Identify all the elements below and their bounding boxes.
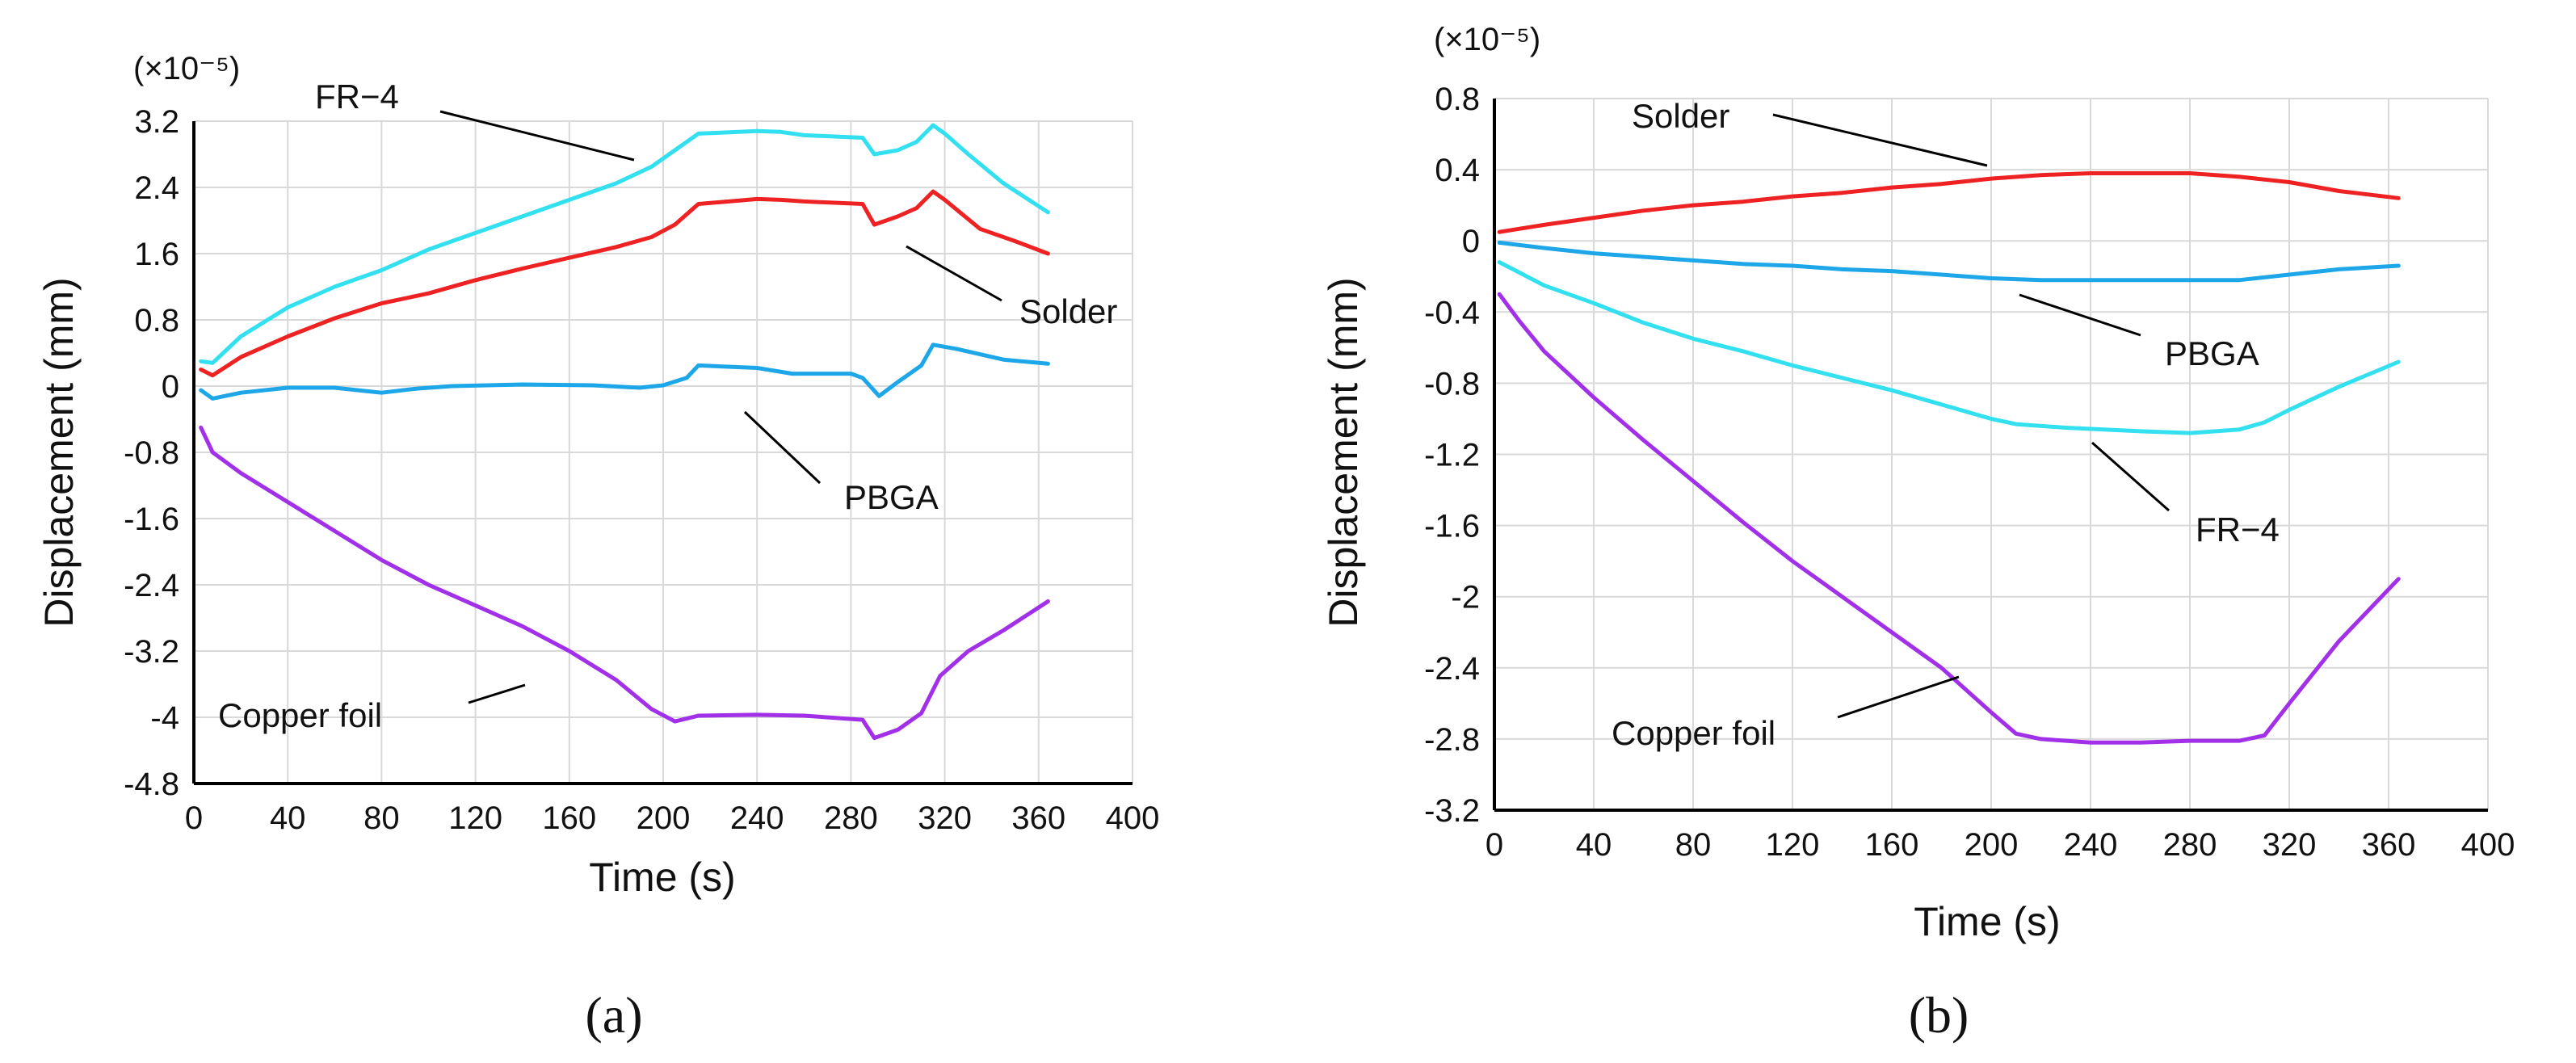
- panel-b-series: [1497, 171, 2401, 745]
- panel-b-x-tick-label: 240: [2064, 827, 2118, 863]
- panel-a-grid: [193, 120, 1133, 784]
- panel-a-fr4-annotation: FR−4: [315, 78, 399, 116]
- panel-b-y-tick-label: -1.2: [1424, 438, 1480, 473]
- panel-a-x-tick-label: 400: [1106, 800, 1160, 836]
- panel-b-x-tick-label: 40: [1576, 827, 1612, 863]
- panel-a-series-solder: [199, 189, 1050, 378]
- panel-b-series-fr-4: [1497, 260, 2401, 435]
- panel-b-copper-annotation: Copper foil: [1612, 714, 1775, 752]
- panel-a-multiplier-label: (×10⁻⁵): [133, 51, 240, 86]
- panel-a-copper-leader: [468, 683, 526, 704]
- panel-b-series-solder: [1497, 171, 2401, 234]
- panel-b-multiplier-label: (×10⁻⁵): [1434, 22, 1540, 57]
- panel-b-x-tick-label: 160: [1865, 827, 1919, 863]
- panel-b-y-tick-label: -0.8: [1424, 366, 1480, 401]
- panel-a-x-tick-label: 80: [363, 800, 400, 836]
- panel-b-fr4-annotation: FR−4: [2196, 510, 2280, 548]
- panel-a-series-fr-4: [199, 123, 1050, 365]
- panel-a-series: [199, 123, 1050, 741]
- panel-a-x-tick-label: 360: [1011, 800, 1065, 836]
- panel-b-y-tick-label: -2: [1451, 580, 1480, 616]
- panel-b-x-axis-title: Time (s): [1914, 899, 2060, 944]
- panel-a-y-tick-label: -3.2: [124, 634, 179, 670]
- panel-b-x-tick-label: 80: [1675, 827, 1712, 863]
- panel-a-copper-annotation: Copper foil: [218, 696, 382, 734]
- panel-b-y-tick-label: -3.2: [1424, 793, 1480, 829]
- panel-a-fr4-leader: [439, 110, 635, 162]
- panel-a-solder-leader: [906, 245, 1002, 302]
- panel-a-x-tick-label: 280: [824, 800, 878, 836]
- panel-a-y-tick-label: -4: [150, 700, 179, 736]
- panel-b-y-axis-title: Displacement (mm): [1321, 277, 1366, 627]
- panel-b-pbga-leader: [2019, 293, 2141, 337]
- panel-a-y-tick-label: 3.2: [134, 104, 179, 140]
- panel-b-fr4-leader: [2091, 441, 2170, 512]
- panel-a-x-tick-label: 40: [270, 800, 306, 836]
- panel-b-y-tick-label: 0.8: [1435, 82, 1480, 117]
- panel-b-y-tick-label: -2.4: [1424, 651, 1480, 687]
- panel-b-copper-leader: [1837, 675, 1960, 719]
- panel-a-y-tick-label: -4.8: [124, 767, 179, 802]
- panel-b-solder-leader: [1772, 113, 1988, 167]
- panel-a-series-copper-foil: [199, 425, 1050, 741]
- panel-b-x-tick-labels: 0 40 80 120 160 200 240 280 320 360 400: [1486, 827, 2515, 863]
- panel-a-y-tick-label: 0.8: [134, 303, 179, 338]
- panel-b-x-tick-label: 320: [2263, 827, 2317, 863]
- panel-b-x-tick-label: 0: [1486, 827, 1503, 863]
- panel-b-series-copper-foil: [1497, 292, 2401, 745]
- panel-b-x-tick-label: 280: [2163, 827, 2217, 863]
- panel-b-y-tick-label: 0: [1462, 224, 1480, 259]
- panel-b-label: (b): [1909, 986, 1969, 1044]
- panel-a-chart: 3.2 2.4 1.6 0.8 0 -0.8 -1.6 -2.4 -3.2 -4 -4.8 0 40 8…: [36, 51, 1159, 1044]
- panel-b-y-tick-label: -2.8: [1424, 722, 1480, 758]
- panel-a-y-tick-label: 1.6: [134, 237, 179, 272]
- panel-b-y-tick-label: -1.6: [1424, 509, 1480, 544]
- panel-a-series-pbga: [199, 342, 1050, 401]
- panel-a-x-tick-label: 0: [185, 800, 203, 836]
- panel-a-x-tick-label: 320: [918, 800, 972, 836]
- panel-a-x-tick-label: 240: [730, 800, 784, 836]
- panel-a-y-tick-label: 2.4: [134, 170, 179, 206]
- panel-b-x-tick-label: 200: [1965, 827, 2019, 863]
- panel-a-x-tick-labels: 0 40 80 120 160 200 240 280 320 360 400: [185, 800, 1160, 836]
- panel-a-y-tick-label: -2.4: [124, 568, 179, 603]
- panel-b-y-tick-label: 0.4: [1435, 153, 1480, 188]
- panel-a-y-axis-title: Displacement (mm): [36, 277, 82, 627]
- panel-b-series-pbga: [1497, 240, 2401, 283]
- panel-a-y-tick-labels: 3.2 2.4 1.6 0.8 0 -0.8 -1.6 -2.4 -3.2 -4 -4.8: [124, 104, 179, 802]
- panel-a-solder-annotation: Solder: [1019, 292, 1117, 330]
- panel-a-y-tick-label: -1.6: [124, 502, 179, 537]
- panel-b-y-tick-labels: 0.8 0.4 0 -0.4 -0.8 -1.2 -1.6 -2 -2.4 -2.8 -3.2: [1424, 82, 1480, 829]
- panel-b-pbga-annotation: PBGA: [2165, 334, 2259, 372]
- panel-a-x-axis-title: Time (s): [589, 855, 735, 900]
- panel-a-x-tick-label: 200: [637, 800, 691, 836]
- panel-a-x-tick-label: 120: [448, 800, 502, 836]
- panel-a-x-tick-label: 160: [542, 800, 596, 836]
- panel-b-chart: 0.8 0.4 0 -0.4 -0.8 -1.2 -1.6 -2 -2.4 -2.8 -3.2 0 4…: [1321, 22, 2515, 1044]
- panel-a-pbga-leader: [743, 410, 822, 485]
- panel-b-grid: [1494, 98, 2489, 811]
- panel-b-y-tick-label: -0.4: [1424, 295, 1480, 330]
- panel-a-y-tick-label: 0: [162, 369, 179, 405]
- panel-a-pbga-annotation: PBGA: [844, 478, 939, 516]
- panel-b-x-tick-label: 120: [1766, 827, 1820, 863]
- panel-b-x-tick-label: 360: [2362, 827, 2416, 863]
- panel-a-label: (a): [585, 986, 642, 1044]
- panel-b-solder-annotation: Solder: [1632, 97, 1729, 135]
- panel-b-x-tick-label: 400: [2461, 827, 2515, 863]
- panel-a-y-tick-label: -0.8: [124, 435, 179, 471]
